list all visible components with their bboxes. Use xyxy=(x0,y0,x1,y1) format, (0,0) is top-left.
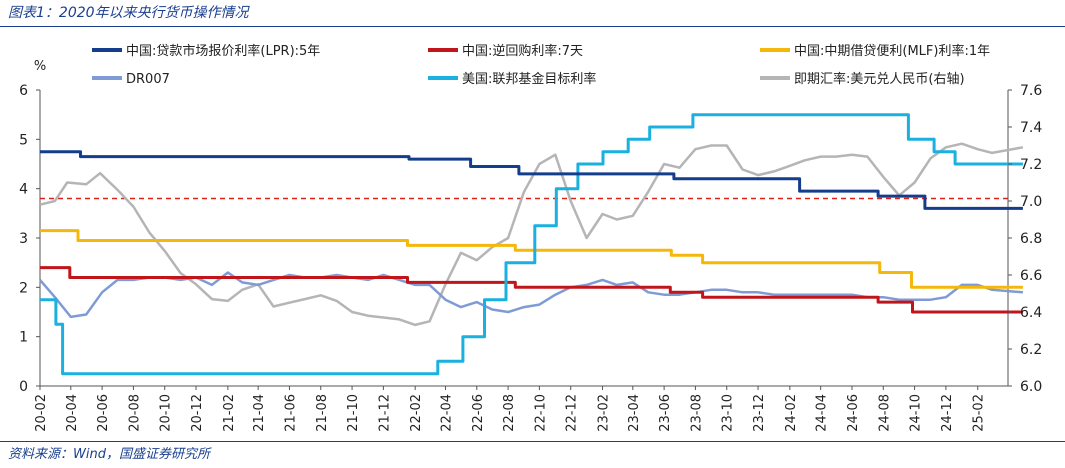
x-tick-label: 20-06 xyxy=(96,394,111,432)
x-tick-label: 20-08 xyxy=(127,394,142,432)
x-tick-label: 24-06 xyxy=(846,394,861,432)
x-tick-label: 24-12 xyxy=(940,394,955,432)
x-tick-label: 23-10 xyxy=(721,394,736,432)
legend-label: 中国:逆回购利率:7天 xyxy=(462,43,583,59)
rates-chart: 中国:贷款市场报价利率(LPR):5年 中国:逆回购利率:7天 中国:中期借贷便利(… xyxy=(19,43,1042,432)
y-tick-label: 0 xyxy=(19,379,28,395)
x-tick-label: 24-04 xyxy=(815,394,830,432)
plot-frame xyxy=(39,90,1009,387)
y-tick-label: 5 xyxy=(19,132,28,148)
x-tick-label: 24-08 xyxy=(877,394,892,432)
y-tick-label: 3 xyxy=(19,231,28,247)
y2-tick-label: 7.0 xyxy=(1020,194,1042,210)
x-tick-label: 21-06 xyxy=(283,394,298,432)
x-tick-label: 20-12 xyxy=(190,394,205,432)
x-tick-label: 22-04 xyxy=(439,394,454,432)
source-note: 资料来源：Wind，国盛证券研究所 xyxy=(8,447,210,462)
y2-tick-label: 6.4 xyxy=(1020,305,1042,321)
x-tick-label: 22-10 xyxy=(533,394,548,432)
x-tick-label: 24-10 xyxy=(909,394,924,432)
figure-title: 图表1：2020年以来央行货币操作情况 xyxy=(8,5,249,21)
x-tick-label: 21-02 xyxy=(222,394,237,432)
x-tick-label: 21-08 xyxy=(315,394,330,432)
x-tick-label: 23-12 xyxy=(752,394,767,432)
x-tick-label: 21-12 xyxy=(377,394,392,432)
y2-tick-label: 6.8 xyxy=(1020,231,1042,247)
x-tick-label: 25-02 xyxy=(972,394,987,432)
x-tick-label: 20-02 xyxy=(34,394,49,432)
x-tick-label: 23-08 xyxy=(689,394,704,432)
y-unit-label: % xyxy=(34,59,46,74)
y-tick-label: 2 xyxy=(19,280,28,296)
x-tick-label: 22-12 xyxy=(565,394,580,432)
legend-label: DR007 xyxy=(126,72,170,87)
axes-layer: % 0 1 2 3 4 5 6 6.0 6.2 6.4 6.6 6.8 7.0 7.2 7.4 7.6 20-02… xyxy=(19,59,1042,432)
x-tick-label: 22-08 xyxy=(502,394,517,432)
legend-label: 即期汇率:美元兑人民币(右轴) xyxy=(794,71,965,87)
x-tick-label: 23-04 xyxy=(627,394,642,432)
series-line-3 xyxy=(39,271,1024,319)
y-tick-label: 1 xyxy=(19,330,28,346)
series-layer xyxy=(39,113,1024,376)
x-tick-label: 21-10 xyxy=(346,394,361,432)
y2-tick-label: 6.0 xyxy=(1020,379,1042,395)
x-tick-label: 20-10 xyxy=(159,394,174,432)
x-tick-label: 24-02 xyxy=(784,394,799,432)
series-line-2 xyxy=(40,229,1023,289)
x-tick-label: 20-04 xyxy=(65,394,80,432)
legend-label: 美国:联邦基金目标利率 xyxy=(462,71,596,87)
y2-tick-label: 6.2 xyxy=(1020,342,1042,358)
x-tick-label: 23-02 xyxy=(597,394,612,432)
y-tick-label: 4 xyxy=(19,182,28,198)
title-rule xyxy=(0,26,1065,27)
x-tick-label: 21-04 xyxy=(252,394,267,432)
x-tick-label: 23-06 xyxy=(658,394,673,432)
legend-label: 中国:贷款市场报价利率(LPR):5年 xyxy=(126,43,320,59)
y2-tick-label: 7.4 xyxy=(1020,120,1042,136)
series-line-4 xyxy=(40,113,1023,376)
series-line-1 xyxy=(40,266,1023,314)
x-tick-label: 22-06 xyxy=(471,394,486,432)
chart-legend: 中国:贷款市场报价利率(LPR):5年 中国:逆回购利率:7天 中国:中期借贷便利(… xyxy=(92,43,990,87)
source-rule xyxy=(0,441,1065,442)
x-tick-label: 22-02 xyxy=(409,394,424,432)
y2-tick-label: 7.6 xyxy=(1020,83,1042,99)
legend-label: 中国:中期借贷便利(MLF)利率:1年 xyxy=(794,43,990,59)
series-line-0 xyxy=(40,150,1023,210)
series-line-5 xyxy=(39,142,1024,327)
y2-tick-label: 6.6 xyxy=(1020,268,1042,284)
y2-tick-label: 7.2 xyxy=(1020,157,1042,173)
y-tick-label: 6 xyxy=(19,83,28,99)
